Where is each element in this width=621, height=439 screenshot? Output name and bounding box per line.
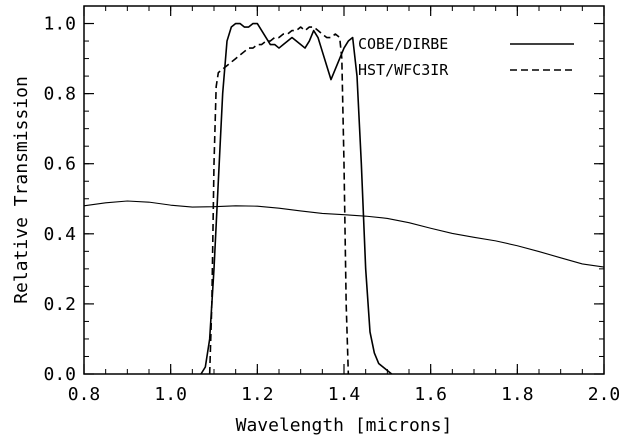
- series-line-0: [200, 22, 393, 375]
- legend-label: COBE/DIRBE: [358, 35, 448, 53]
- y-tick-label: 0.2: [43, 294, 76, 315]
- x-tick-label: 1.8: [501, 384, 534, 405]
- axes-layer: 0.8 1.0 1.2 1.4 1.6 1.8 2.0 0.0 0.2 0.4 0.6 0.8 1.0: [43, 5, 621, 405]
- x-tick-label: 2.0: [588, 384, 621, 405]
- x-tick-label: 0.8: [68, 384, 101, 405]
- series-line-2: [83, 200, 605, 268]
- x-tick-label: 1.6: [414, 384, 447, 405]
- y-tick-label: 1.0: [43, 14, 76, 35]
- x-tick-label: 1.4: [328, 384, 361, 405]
- legend-label: HST/WFC3IR: [358, 61, 449, 79]
- y-tick-label: 0.8: [43, 84, 76, 105]
- x-tick-label: 1.0: [154, 384, 187, 405]
- series-line-1: [208, 26, 350, 375]
- x-axis-label: Wavelength [microns]: [236, 415, 453, 436]
- legend: COBE/DIRBE HST/WFC3IR: [358, 35, 574, 79]
- y-axis-label: Relative Transmission: [11, 76, 32, 304]
- curves-layer: [83, 22, 605, 375]
- y-tick-label: 0.0: [43, 364, 76, 385]
- x-tick-label: 1.2: [241, 384, 274, 405]
- y-tick-label: 0.6: [43, 154, 76, 175]
- y-tick-label: 0.4: [43, 224, 76, 245]
